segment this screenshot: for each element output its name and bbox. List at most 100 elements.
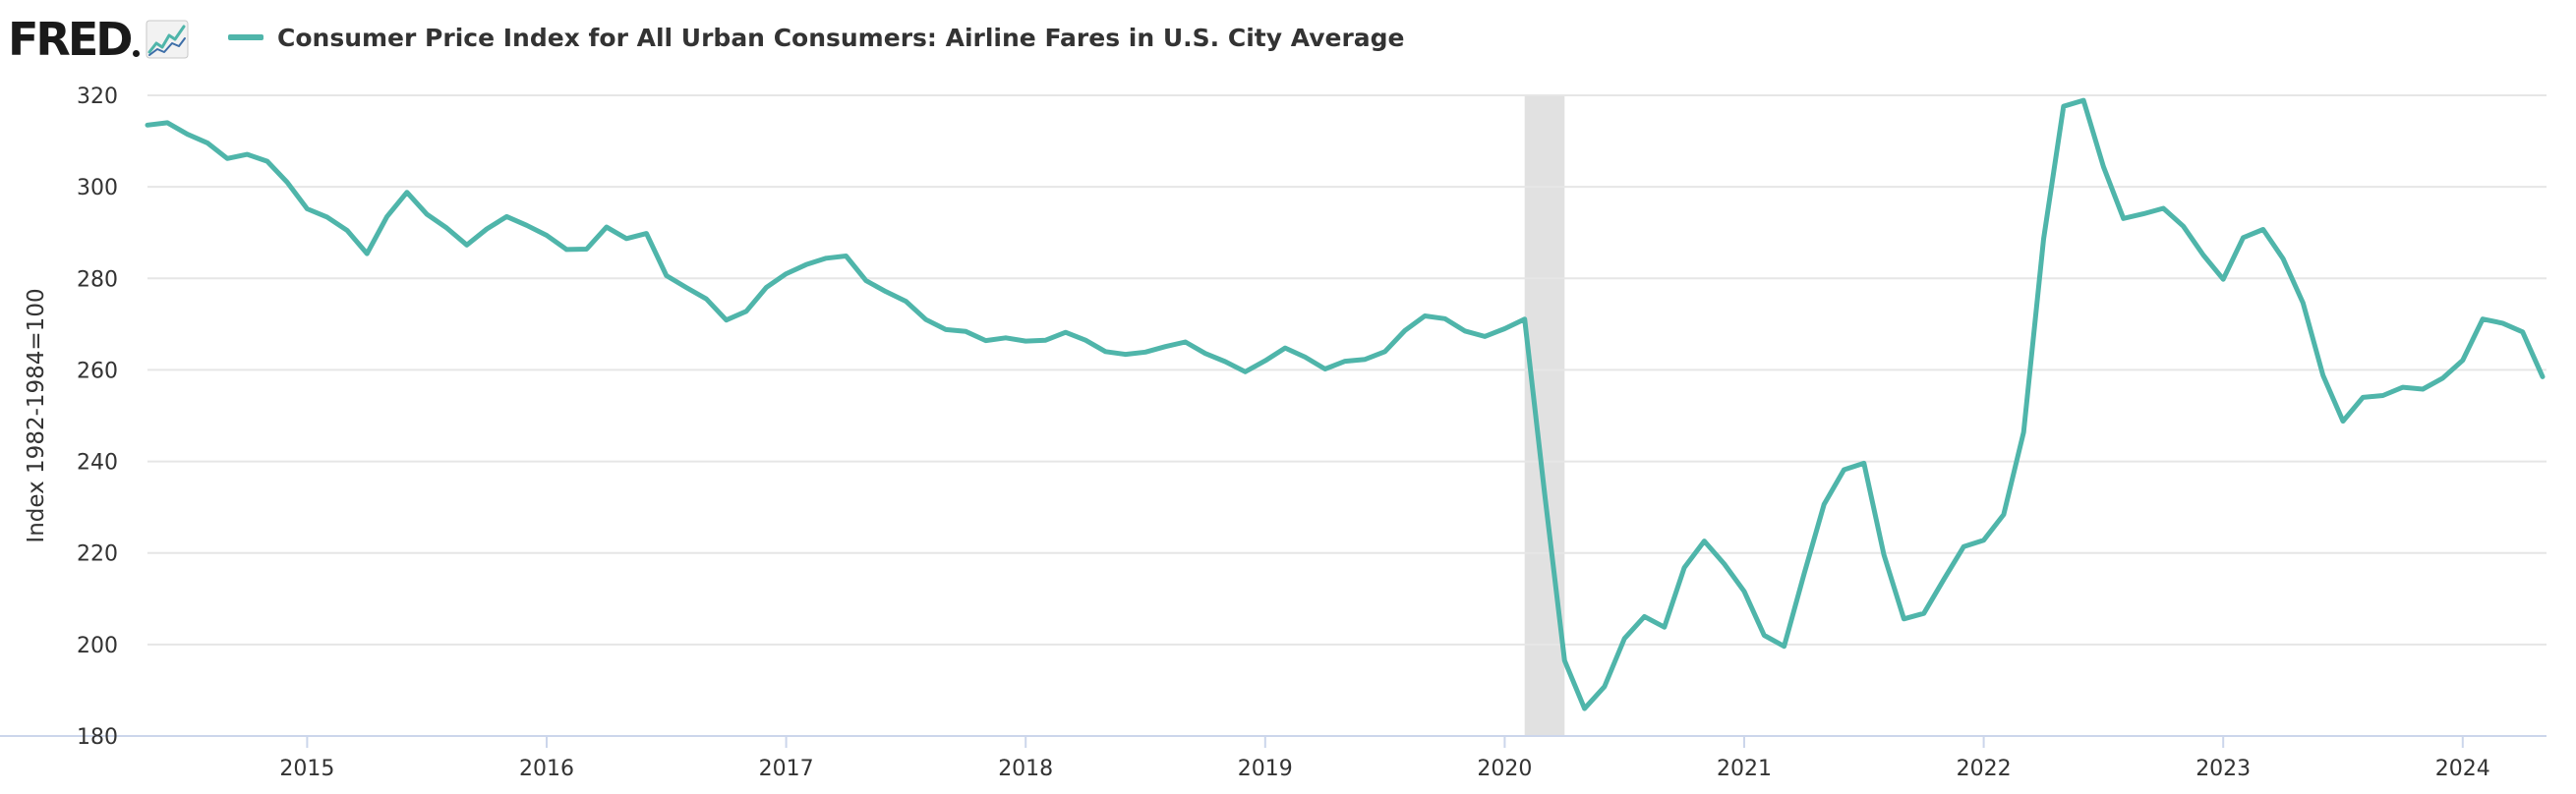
data-point-2015-07[interactable] — [424, 211, 430, 217]
data-point-2021-05[interactable] — [1821, 501, 1827, 507]
data-point-2019-07[interactable] — [1382, 349, 1388, 355]
data-point-2016-05[interactable] — [623, 236, 629, 242]
data-point-2015-10[interactable] — [484, 226, 490, 232]
data-point-2021-08[interactable] — [1881, 552, 1887, 558]
data-point-2016-03[interactable] — [584, 247, 590, 253]
data-point-2017-05[interactable] — [863, 278, 869, 284]
data-point-2015-08[interactable] — [444, 225, 450, 231]
data-point-2022-10[interactable] — [2160, 205, 2166, 211]
data-point-2021-06[interactable] — [1842, 467, 1847, 473]
data-point-2020-04[interactable] — [1561, 657, 1567, 663]
data-point-2020-12[interactable] — [1722, 561, 1727, 567]
data-point-2016-07[interactable] — [664, 273, 670, 279]
data-point-2019-12[interactable] — [1482, 333, 1488, 339]
data-point-2023-12[interactable] — [2440, 375, 2446, 381]
data-point-2017-12[interactable] — [1003, 335, 1009, 341]
data-point-2018-04[interactable] — [1083, 337, 1088, 343]
data-point-2018-06[interactable] — [1123, 352, 1129, 358]
data-point-2019-03[interactable] — [1302, 354, 1308, 360]
data-point-2014-08[interactable] — [205, 140, 210, 145]
data-point-2014-12[interactable] — [284, 180, 290, 186]
data-point-2021-07[interactable] — [1861, 460, 1867, 466]
data-point-2021-03[interactable] — [1782, 644, 1787, 650]
data-point-2019-05[interactable] — [1342, 359, 1348, 365]
data-point-2014-11[interactable] — [264, 158, 270, 164]
data-point-2022-06[interactable] — [2080, 97, 2086, 103]
data-point-2022-02[interactable] — [2001, 512, 2007, 518]
data-point-2017-01[interactable] — [784, 271, 790, 277]
data-point-2022-04[interactable] — [2041, 236, 2047, 242]
data-point-2024-05[interactable] — [2540, 373, 2546, 379]
data-point-2020-06[interactable] — [1602, 684, 1608, 690]
data-point-2023-01[interactable] — [2220, 276, 2226, 282]
data-point-2019-01[interactable] — [1262, 358, 1268, 364]
data-point-2018-01[interactable] — [1023, 338, 1028, 344]
data-point-2021-12[interactable] — [1961, 543, 1966, 549]
data-point-2014-10[interactable] — [245, 151, 251, 157]
data-point-2016-12[interactable] — [763, 285, 769, 291]
data-point-2023-05[interactable] — [2300, 300, 2306, 306]
data-point-2022-03[interactable] — [2020, 429, 2026, 435]
data-point-2014-06[interactable] — [164, 120, 170, 126]
data-point-2015-03[interactable] — [344, 227, 350, 233]
data-point-2021-11[interactable] — [1941, 577, 1947, 583]
data-point-2023-04[interactable] — [2280, 255, 2286, 261]
data-point-2020-08[interactable] — [1642, 613, 1648, 619]
data-point-2022-01[interactable] — [1981, 538, 1987, 543]
data-point-2017-07[interactable] — [903, 299, 908, 305]
data-point-2022-08[interactable] — [2121, 215, 2127, 221]
data-point-2017-04[interactable] — [844, 254, 849, 259]
data-point-2019-09[interactable] — [1422, 313, 1428, 319]
data-point-2018-07[interactable] — [1142, 349, 1148, 355]
data-point-2015-05[interactable] — [384, 213, 390, 219]
data-point-2015-12[interactable] — [524, 222, 530, 228]
data-point-2021-04[interactable] — [1801, 571, 1807, 577]
data-point-2015-06[interactable] — [404, 190, 410, 196]
data-point-2021-10[interactable] — [1921, 610, 1927, 616]
data-point-2017-08[interactable] — [923, 316, 929, 322]
data-point-2015-04[interactable] — [364, 251, 370, 256]
data-point-2015-01[interactable] — [304, 206, 310, 212]
data-point-2018-05[interactable] — [1102, 349, 1108, 355]
data-point-2016-01[interactable] — [544, 233, 550, 239]
data-point-2020-05[interactable] — [1582, 706, 1588, 711]
data-point-2023-08[interactable] — [2360, 394, 2366, 400]
data-point-2024-02[interactable] — [2480, 316, 2486, 322]
data-point-2018-11[interactable] — [1222, 359, 1228, 365]
data-point-2020-07[interactable] — [1621, 636, 1627, 642]
fred-logo[interactable]: FRED — [8, 10, 189, 69]
data-point-2020-01[interactable] — [1501, 326, 1507, 332]
data-point-2023-09[interactable] — [2380, 393, 2386, 399]
data-point-2023-07[interactable] — [2340, 419, 2346, 425]
data-point-2020-11[interactable] — [1701, 539, 1707, 544]
data-point-2017-03[interactable] — [823, 255, 829, 261]
data-point-2019-04[interactable] — [1322, 367, 1328, 372]
data-point-2017-09[interactable] — [943, 326, 949, 332]
data-point-2016-02[interactable] — [563, 247, 569, 253]
data-point-2020-03[interactable] — [1542, 490, 1548, 496]
data-point-2016-04[interactable] — [604, 224, 610, 230]
data-point-2023-03[interactable] — [2260, 227, 2266, 233]
data-point-2018-10[interactable] — [1202, 351, 1208, 357]
data-point-2019-06[interactable] — [1362, 357, 1368, 363]
data-point-2022-07[interactable] — [2100, 164, 2106, 170]
data-point-2019-10[interactable] — [1442, 315, 1448, 321]
data-point-2024-01[interactable] — [2460, 358, 2466, 364]
data-point-2016-06[interactable] — [644, 231, 650, 237]
data-point-2024-03[interactable] — [2499, 320, 2505, 326]
data-point-2020-02[interactable] — [1522, 316, 1528, 322]
data-point-2023-11[interactable] — [2420, 386, 2426, 392]
data-point-2017-10[interactable] — [963, 328, 968, 334]
data-point-2022-09[interactable] — [2140, 211, 2146, 217]
data-point-2022-11[interactable] — [2181, 223, 2187, 229]
data-point-2014-07[interactable] — [185, 132, 191, 138]
data-point-2019-08[interactable] — [1402, 327, 1408, 333]
data-point-2015-02[interactable] — [324, 214, 330, 220]
data-point-2015-11[interactable] — [503, 213, 509, 219]
data-point-2018-03[interactable] — [1063, 329, 1069, 335]
data-point-2023-06[interactable] — [2320, 372, 2326, 378]
data-point-2017-06[interactable] — [883, 289, 889, 295]
data-point-2017-02[interactable] — [803, 261, 809, 267]
data-point-2018-09[interactable] — [1183, 339, 1189, 345]
data-point-2020-09[interactable] — [1662, 624, 1668, 630]
